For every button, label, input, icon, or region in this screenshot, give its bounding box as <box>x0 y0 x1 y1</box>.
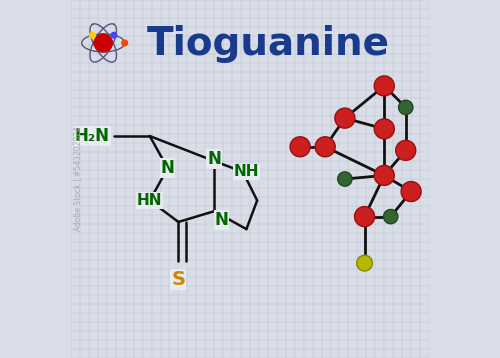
Circle shape <box>374 76 394 96</box>
Circle shape <box>94 34 112 52</box>
Circle shape <box>398 100 413 115</box>
Text: Tioguanine: Tioguanine <box>146 25 390 63</box>
Circle shape <box>290 137 310 157</box>
Text: H₂N: H₂N <box>75 127 110 145</box>
Circle shape <box>374 165 394 185</box>
Text: S: S <box>172 270 185 289</box>
Circle shape <box>356 255 372 271</box>
Circle shape <box>111 32 117 38</box>
Circle shape <box>354 207 374 227</box>
Text: Adobe Stock | #543202824: Adobe Stock | #543202824 <box>74 127 82 231</box>
Text: NH: NH <box>234 164 259 179</box>
Circle shape <box>401 182 421 202</box>
Text: N: N <box>214 211 228 229</box>
Circle shape <box>384 209 398 224</box>
Text: N: N <box>208 150 221 168</box>
Circle shape <box>396 140 416 160</box>
Circle shape <box>335 108 355 128</box>
Circle shape <box>122 40 128 46</box>
Text: HN: HN <box>137 193 162 208</box>
Circle shape <box>315 137 335 157</box>
Circle shape <box>338 172 352 186</box>
Text: N: N <box>160 159 174 177</box>
Circle shape <box>374 119 394 139</box>
Circle shape <box>90 32 96 38</box>
